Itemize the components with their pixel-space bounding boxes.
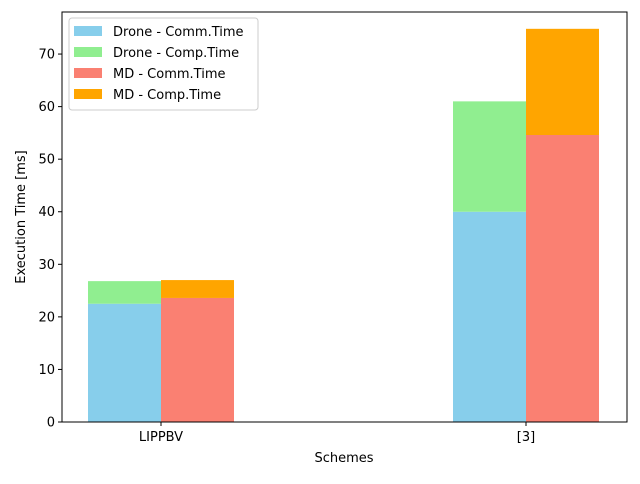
legend-swatch [74, 47, 102, 57]
legend-swatch [74, 26, 102, 36]
bar-md-comm-1 [526, 135, 599, 422]
y-tick-label: 10 [38, 363, 55, 378]
legend-label: MD - Comm.Time [113, 67, 226, 82]
bar-drone-comp-1 [453, 101, 526, 212]
bars-layer [88, 28, 599, 422]
y-tick-label: 70 [38, 48, 55, 63]
legend-label: Drone - Comm.Time [113, 25, 244, 40]
y-tick-label: 50 [38, 153, 55, 168]
bar-md-comp-0 [161, 280, 234, 298]
y-tick-label: 30 [38, 258, 55, 273]
x-tick-label: [3] [517, 430, 535, 445]
bar-md-comm-0 [161, 297, 234, 422]
y-axis-label: Execution Time [ms] [14, 150, 29, 283]
bar-drone-comm-0 [88, 303, 161, 422]
legend-frame [68, 17, 259, 111]
bar-drone-comm-1 [453, 211, 526, 422]
legend-swatch [74, 68, 102, 78]
ticks-layer: 0 10 20 30 40 50 60 70 LIPPBV [3] [38, 48, 535, 445]
x-axis-label: Schemes [314, 451, 373, 466]
legend: Drone - Comm.Time Drone - Comp.Time MD - C… [68, 17, 259, 111]
legend-swatch [74, 89, 102, 99]
legend-label: MD - Comp.Time [113, 88, 221, 103]
x-tick-label: LIPPBV [139, 430, 183, 445]
legend-label: Drone - Comp.Time [113, 46, 239, 61]
y-tick-label: 0 [47, 416, 55, 431]
y-tick-label: 40 [38, 205, 55, 220]
bar-drone-comp-0 [88, 281, 161, 304]
y-tick-label: 20 [38, 310, 55, 325]
y-tick-label: 60 [38, 100, 55, 115]
axes-layer [61, 11, 628, 423]
bar-md-comp-1 [526, 28, 599, 136]
plot-frame [61, 11, 628, 423]
